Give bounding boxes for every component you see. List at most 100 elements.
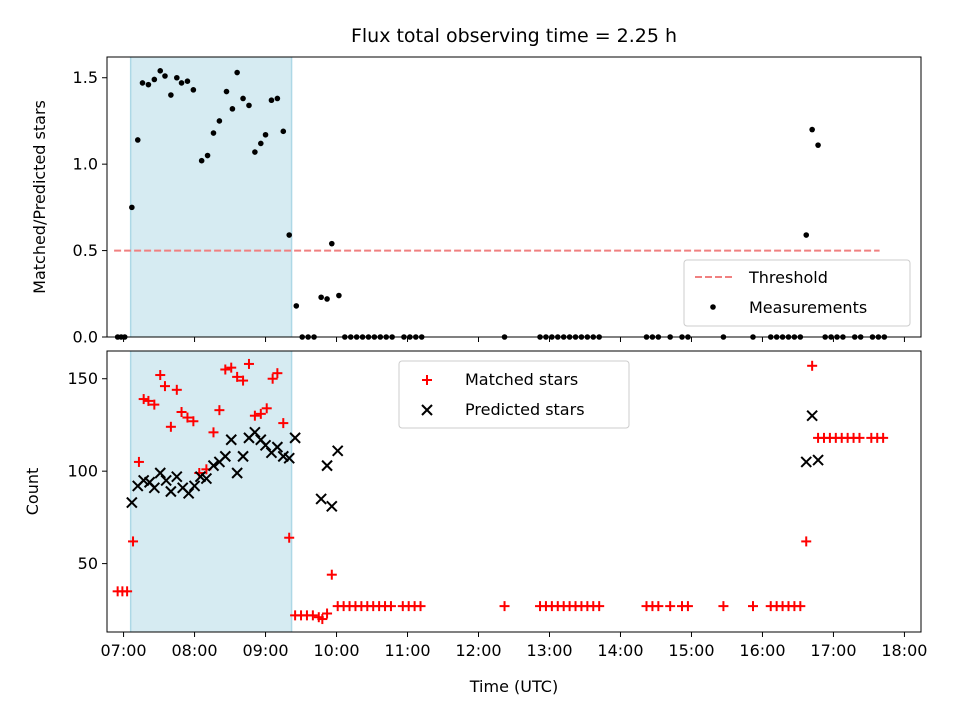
matched-marker-17 xyxy=(208,427,219,438)
data-point-31 xyxy=(293,303,300,309)
data-point-13 xyxy=(184,78,191,84)
data-point-38 xyxy=(336,292,342,299)
predicted-marker-25 xyxy=(271,441,284,453)
data-point-9 xyxy=(162,73,168,79)
matched-marker-23 xyxy=(243,358,254,369)
data-point-19 xyxy=(223,88,230,95)
matched-marker-79 xyxy=(801,536,812,547)
data-point-3 xyxy=(129,204,135,211)
x-tick-label: 12:00 xyxy=(455,641,501,660)
predicted-marker-7-b xyxy=(165,485,177,498)
legend-predicted-swatch-b xyxy=(421,404,433,416)
bottom-panel-marks xyxy=(112,358,889,625)
matched-marker-28 xyxy=(272,368,283,379)
matched-marker-6 xyxy=(143,395,154,406)
data-point-26 xyxy=(262,131,269,138)
predicted-marker-8 xyxy=(171,471,183,483)
predicted-marker-4-b xyxy=(148,482,161,494)
predicted-marker-11 xyxy=(188,480,201,492)
legend-label-measurements: Measurements xyxy=(749,298,867,317)
matched-marker-88 xyxy=(854,432,865,443)
series-matched-stars xyxy=(112,358,889,625)
data-point-25 xyxy=(258,140,264,147)
data-point-24 xyxy=(252,149,258,155)
predicted-marker-21-b xyxy=(249,426,261,439)
data-point-20 xyxy=(229,106,236,112)
data-point-11 xyxy=(174,74,180,81)
data-point-12 xyxy=(178,80,185,86)
bottom-x-ticks: 07:00 08:00 09:00 10:00 11:00 12:00 13:00 14:00… xyxy=(101,632,927,660)
data-point-36 xyxy=(324,296,330,302)
predicted-marker-14 xyxy=(207,459,220,472)
data-point-7 xyxy=(151,76,158,83)
predicted-marker-18 xyxy=(231,467,243,479)
matched-marker-11 xyxy=(171,384,182,395)
predicted-marker-28-b xyxy=(289,432,301,444)
data-point-28 xyxy=(274,95,281,102)
data-point-10 xyxy=(168,92,174,98)
bottom-y-ticks: 50 100 150 xyxy=(67,369,107,573)
predicted-marker-16-b xyxy=(219,450,232,463)
matched-marker-13 xyxy=(182,412,193,423)
predicted-marker-0-b xyxy=(126,496,138,509)
data-point-6 xyxy=(145,81,152,88)
bottom-axes-frame xyxy=(106,350,922,633)
observing-span-fill xyxy=(130,351,292,632)
matched-marker-18 xyxy=(214,405,225,416)
matched-marker-67 xyxy=(653,601,664,612)
matched-marker-3 xyxy=(128,536,139,547)
y-tick-label: 150 xyxy=(67,369,98,388)
legend-label-matched: Matched stars xyxy=(465,370,578,389)
bottom-legend: Matched stars Predicted stars xyxy=(398,360,630,429)
data-point-21 xyxy=(234,69,240,76)
x-tick-label: 08:00 xyxy=(171,641,217,660)
data-point-23 xyxy=(246,102,252,109)
data-point-17 xyxy=(210,130,217,136)
predicted-marker-5 xyxy=(154,467,166,479)
matched-marker-52 xyxy=(415,601,426,612)
x-tick-label: 15:00 xyxy=(668,641,714,660)
y-tick-label: 50 xyxy=(78,554,98,573)
top-legend: Threshold Measurements xyxy=(683,259,911,327)
matched-marker-37 xyxy=(322,608,333,619)
matched-marker-4 xyxy=(133,456,144,467)
matched-marker-9 xyxy=(159,381,170,392)
legend-label-threshold: Threshold xyxy=(748,268,828,287)
predicted-marker-3-b xyxy=(143,476,156,488)
data-point-5 xyxy=(139,80,146,86)
predicted-marker-13-b xyxy=(200,472,213,485)
matched-marker-91 xyxy=(878,432,889,443)
predicted-marker-19-b xyxy=(237,450,249,463)
predicted-marker-16 xyxy=(219,450,232,463)
data-point-35 xyxy=(318,294,324,301)
predicted-marker-22-b xyxy=(255,434,267,446)
matched-marker-24 xyxy=(249,410,260,421)
predicted-marker-31-b xyxy=(326,500,338,512)
predicted-marker-10-b xyxy=(182,487,195,500)
predicted-marker-13 xyxy=(200,472,213,485)
matched-marker-14 xyxy=(188,416,199,427)
data-point-15 xyxy=(198,157,205,164)
predicted-marker-6-b xyxy=(160,474,172,487)
bottom-y-axis-label: Count xyxy=(23,468,42,516)
predicted-marker-21 xyxy=(249,426,261,439)
top-panel: 0.0 0.5 1.0 1.5 Flux total observing time =… xyxy=(30,25,922,347)
x-tick-label: 16:00 xyxy=(739,641,785,660)
predicted-marker-27-b xyxy=(283,452,295,464)
matched-marker-68 xyxy=(665,601,676,612)
data-point-29 xyxy=(280,128,287,135)
matched-marker-26 xyxy=(261,403,272,414)
matched-marker-2 xyxy=(122,586,133,597)
x-tick-label: 14:00 xyxy=(597,641,643,660)
matched-marker-20 xyxy=(226,362,237,373)
predicted-marker-32-b xyxy=(332,445,344,457)
bottom-panel: 50 100 150 07:00 08:00 09:00 10:00 11:00 12:00 1… xyxy=(23,350,927,696)
predicted-marker-28 xyxy=(289,432,301,444)
top-x-ticks xyxy=(123,337,905,342)
chart-title: Flux total observing time = 2.25 h xyxy=(351,25,677,47)
predicted-marker-33 xyxy=(800,456,812,468)
data-point-4 xyxy=(134,137,141,143)
legend-box xyxy=(398,360,630,429)
